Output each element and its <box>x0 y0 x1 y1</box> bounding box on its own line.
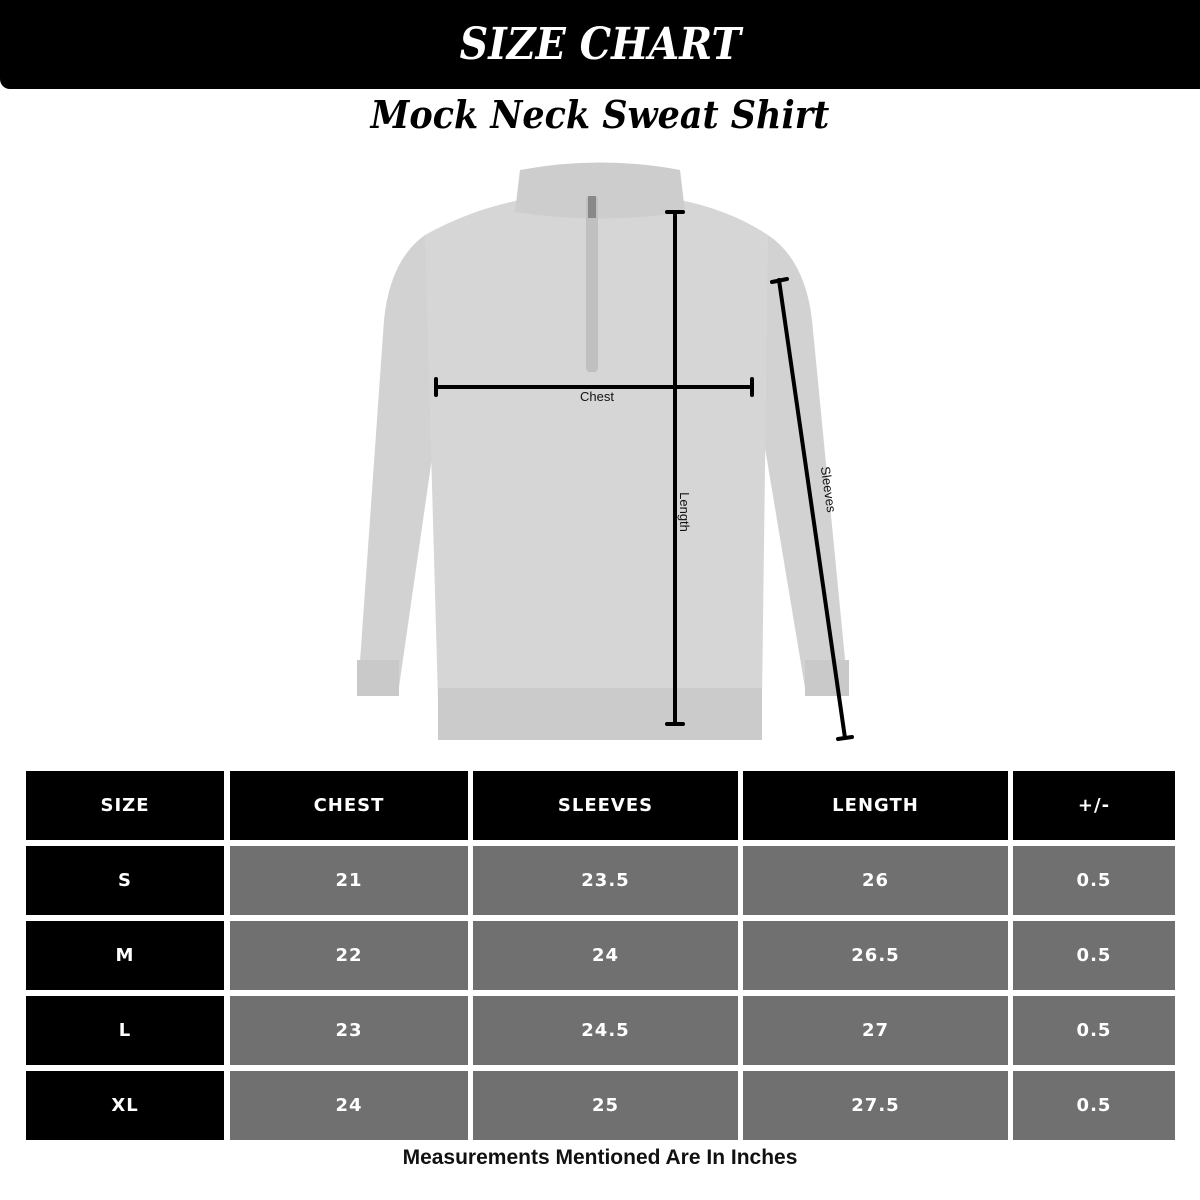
page-title: SIZE CHART <box>459 19 741 70</box>
sleeves-label: Sleeves <box>818 465 839 513</box>
product-name: Mock Neck Sweat Shirt <box>370 92 830 137</box>
cell-tolerance: 0.5 <box>1013 846 1175 915</box>
cell-chest: 24 <box>230 1071 468 1140</box>
cell-sleeves: 25 <box>473 1071 738 1140</box>
cell-sleeves: 24 <box>473 921 738 990</box>
cell-tolerance: 0.5 <box>1013 921 1175 990</box>
header-cell-size: SIZE <box>26 771 224 840</box>
header-cell-sleeves: SLEEVES <box>473 771 738 840</box>
cell-size: XL <box>26 1071 224 1140</box>
cell-size: M <box>26 921 224 990</box>
cell-size: L <box>26 996 224 1065</box>
cell-length: 27 <box>743 996 1008 1065</box>
header-cell-length: LENGTH <box>743 771 1008 840</box>
cell-sleeves: 24.5 <box>473 996 738 1065</box>
cell-length: 26 <box>743 846 1008 915</box>
cell-sleeves: 23.5 <box>473 846 738 915</box>
cell-chest: 22 <box>230 921 468 990</box>
cell-chest: 23 <box>230 996 468 1065</box>
cell-length: 27.5 <box>743 1071 1008 1140</box>
measurement-note: Measurements Mentioned Are In Inches <box>402 1146 798 1169</box>
length-label: Length <box>677 492 692 532</box>
sweatshirt-diagram: Chest Length Sleeves <box>357 162 854 741</box>
cell-length: 26.5 <box>743 921 1008 990</box>
cell-size: S <box>26 846 224 915</box>
header-cell-tolerance: +/- <box>1013 771 1175 840</box>
cell-tolerance: 0.5 <box>1013 1071 1175 1140</box>
chest-label: Chest <box>580 389 614 404</box>
sweatshirt-image <box>357 162 849 740</box>
header-cell-chest: CHEST <box>230 771 468 840</box>
title-banner: SIZE CHART <box>0 0 1200 89</box>
cell-chest: 21 <box>230 846 468 915</box>
cell-tolerance: 0.5 <box>1013 996 1175 1065</box>
sleeves-measure-line <box>777 278 847 740</box>
